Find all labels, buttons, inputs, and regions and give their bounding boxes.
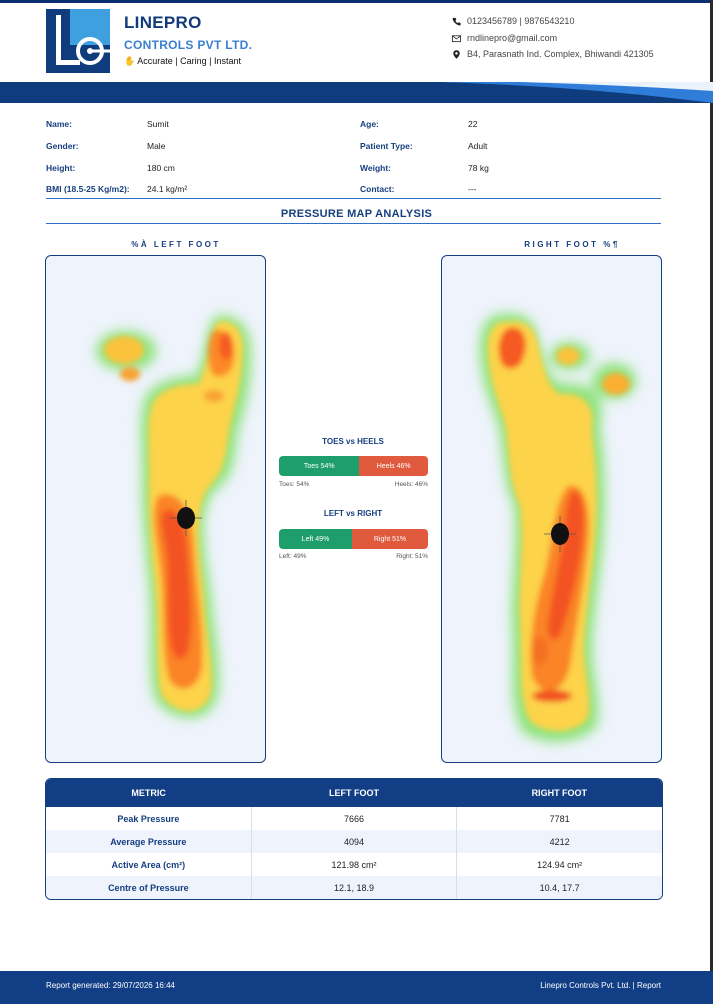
divider-bottom xyxy=(46,223,661,224)
email-text: rndlinepro@gmail.com xyxy=(467,33,558,43)
toes-heels-title: TOES vs HEELS xyxy=(322,437,384,446)
left-value: 7666 xyxy=(250,807,457,830)
left-caption: Left: 49% xyxy=(279,553,307,560)
contact-value: --- xyxy=(468,184,477,194)
left-segment: Left 49% xyxy=(279,529,352,549)
table-row: Average Pressure 4094 4212 xyxy=(46,830,662,853)
contact-label: Contact: xyxy=(360,184,395,194)
right-value: 4212 xyxy=(456,830,662,853)
gender-value: Male xyxy=(147,141,166,151)
right-caption: Right: 51% xyxy=(396,553,428,560)
footer-generated: Report generated: 29/07/2026 16:44 xyxy=(46,981,175,990)
metric-name: Average Pressure xyxy=(110,836,187,847)
left-right-bar: Left 49% Right 51% xyxy=(279,529,428,549)
contact-address: B4, Parasnath Ind. Complex, Bhiwandi 421… xyxy=(452,49,654,59)
right-value: 7781 xyxy=(456,807,662,830)
location-pin-icon xyxy=(453,49,460,59)
table-header-row: METRIC LEFT FOOT RIGHT FOOT xyxy=(46,779,662,807)
left-cop-marker xyxy=(177,507,195,529)
footer-company: Linepro Controls Pvt. Ltd. | Report xyxy=(540,981,661,990)
bmi-value: 24.1 kg/m² xyxy=(147,184,188,194)
page-footer: Report generated: 29/07/2026 16:44 Linep… xyxy=(0,971,713,1004)
metrics-table: METRIC LEFT FOOT RIGHT FOOT Peak Pressur… xyxy=(45,778,663,900)
company-subname: CONTROLS PVT LTD. xyxy=(124,38,253,52)
phone-icon xyxy=(452,17,461,25)
toes-heels-bar: Toes 54% Heels 46% xyxy=(279,456,428,476)
right-foot-heatmap xyxy=(479,313,636,742)
toes-segment: Toes 54% xyxy=(279,456,360,476)
top-border xyxy=(0,0,713,3)
weight-label: Weight: xyxy=(360,163,392,173)
table-row: Peak Pressure 7666 7781 xyxy=(46,807,662,830)
metric-name: Active Area (cm²) xyxy=(111,859,186,870)
name-value: Sumit xyxy=(147,119,169,129)
header-band xyxy=(0,82,713,103)
page-edge xyxy=(710,0,713,1004)
right-cop-marker xyxy=(551,523,569,545)
left-right-title: LEFT vs RIGHT xyxy=(323,509,383,518)
header-metric: METRIC xyxy=(131,788,166,798)
left-value: 121.98 cm² xyxy=(250,853,457,876)
toes-caption: Toes: 54% xyxy=(279,481,310,488)
left-value: 12.1, 18.9 xyxy=(250,876,457,899)
gender-label: Gender: xyxy=(46,141,79,151)
metric-name: Peak Pressure xyxy=(117,813,180,824)
toes-heels-caption: Toes: 54% Heels: 46% xyxy=(279,481,428,488)
right-value: 124.94 cm² xyxy=(456,853,662,876)
bmi-label: BMI (18.5-25 Kg/m2): xyxy=(46,184,130,194)
right-segment: Right 51% xyxy=(352,529,428,549)
height-value: 180 cm xyxy=(147,163,175,173)
header-right-foot: RIGHT FOOT xyxy=(531,788,588,798)
tagline-text: Accurate | Caring | Instant xyxy=(137,56,241,66)
left-foot-heatmap xyxy=(96,315,251,718)
height-label: Height: xyxy=(46,163,76,173)
table-row: Active Area (cm²) 121.98 cm² 124.94 cm² xyxy=(46,853,662,876)
metric-name: Centre of Pressure xyxy=(108,882,189,893)
patient-type-label: Patient Type: xyxy=(360,141,413,151)
header-left-foot: LEFT FOOT xyxy=(328,788,379,798)
age-label: Age: xyxy=(360,119,379,129)
heels-caption: Heels: 46% xyxy=(394,481,428,488)
section-title: PRESSURE MAP ANALYSIS xyxy=(280,208,433,220)
address-text: B4, Parasnath Ind. Complex, Bhiwandi 421… xyxy=(467,49,654,59)
left-value: 4094 xyxy=(250,830,457,853)
company-name: LINEPRO xyxy=(124,13,202,32)
company-logo xyxy=(46,9,110,73)
phone-text: 0123456789 | 9876543210 xyxy=(467,16,575,26)
company-tagline: ✋ Accurate | Caring | Instant xyxy=(124,56,241,67)
left-foot-title: %À LEFT FOOT xyxy=(131,240,221,249)
right-value: 10.4, 17.7 xyxy=(456,876,662,899)
divider-top xyxy=(46,198,661,199)
patient-type-value: Adult xyxy=(468,141,488,151)
right-foot-panel xyxy=(441,255,662,763)
contact-email: rndlinepro@gmail.com xyxy=(452,33,557,43)
table-row: Centre of Pressure 12.1, 18.9 10.4, 17.7 xyxy=(46,876,662,899)
right-foot-title: RIGHT FOOT %¶ xyxy=(524,240,620,249)
age-value: 22 xyxy=(468,119,478,129)
hand-icon: ✋ xyxy=(124,56,136,66)
contact-phone: 0123456789 | 9876543210 xyxy=(452,16,574,26)
left-right-caption: Left: 49% Right: 51% xyxy=(279,553,428,560)
mail-icon xyxy=(452,34,461,42)
heels-segment: Heels 46% xyxy=(359,456,428,476)
weight-value: 78 kg xyxy=(468,163,489,173)
left-foot-panel xyxy=(45,255,266,763)
name-label: Name: xyxy=(46,119,72,129)
